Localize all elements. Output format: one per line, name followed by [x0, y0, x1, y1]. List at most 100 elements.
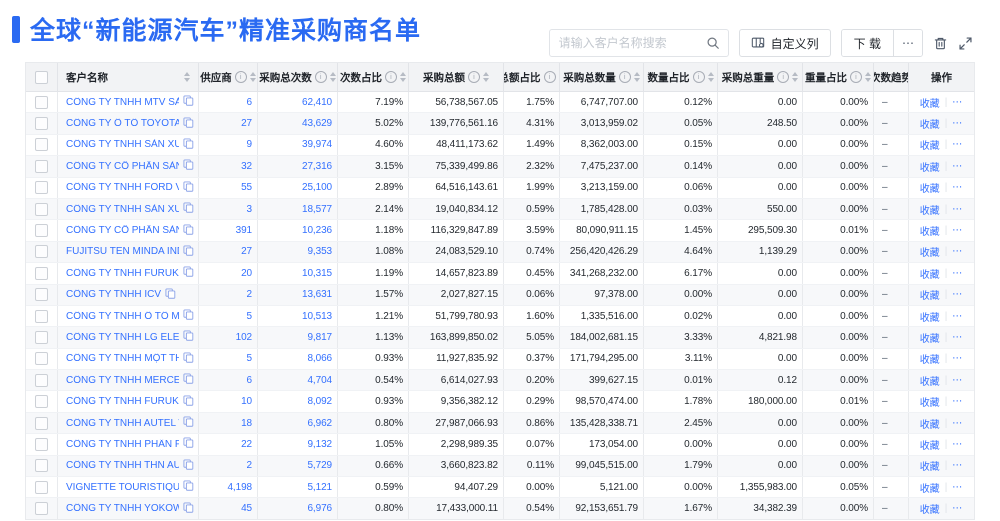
row-more-button[interactable]: ⋯ [952, 310, 964, 322]
sort-icon[interactable] [707, 72, 714, 82]
copy-icon[interactable] [183, 330, 194, 344]
copy-icon[interactable] [183, 437, 194, 451]
row-more-button[interactable]: ⋯ [952, 396, 964, 408]
row-more-button[interactable]: ⋯ [952, 417, 964, 429]
sort-icon[interactable] [400, 72, 406, 82]
copy-icon[interactable] [183, 117, 194, 131]
row-checkbox[interactable] [35, 330, 48, 344]
favorite-button[interactable]: 收藏 [919, 505, 940, 517]
delete-icon[interactable] [933, 36, 948, 51]
row-more-button[interactable]: ⋯ [952, 139, 964, 151]
row-more-button[interactable]: ⋯ [952, 246, 964, 258]
customize-columns-button[interactable]: 自定义列 [738, 29, 831, 57]
row-checkbox[interactable] [35, 224, 48, 238]
row-more-button[interactable]: ⋯ [952, 438, 964, 450]
sort-icon[interactable] [792, 72, 799, 82]
sort-icon[interactable] [558, 72, 559, 82]
row-more-button[interactable]: ⋯ [952, 289, 964, 301]
row-checkbox[interactable] [35, 245, 48, 259]
row-checkbox[interactable] [35, 437, 48, 451]
favorite-button[interactable]: 收藏 [919, 205, 940, 217]
sort-icon[interactable] [633, 72, 640, 82]
row-more-button[interactable]: ⋯ [952, 353, 964, 365]
fullscreen-icon[interactable] [958, 36, 973, 51]
download-button[interactable]: 下 载 [841, 30, 893, 56]
copy-icon[interactable] [183, 138, 194, 152]
favorite-button[interactable]: 收藏 [919, 333, 940, 345]
row-checkbox[interactable] [35, 181, 48, 195]
copy-icon[interactable] [183, 480, 194, 494]
row-checkbox[interactable] [35, 502, 48, 516]
info-icon[interactable]: i [314, 71, 327, 83]
copy-icon[interactable] [183, 95, 194, 109]
customer-name-link[interactable]: CÔNG TY TNHH MTV SẢN XUẤ... [66, 96, 179, 108]
info-icon[interactable]: i [234, 71, 247, 83]
row-checkbox[interactable] [35, 480, 48, 494]
customer-name-link[interactable]: CÔNG TY TNHH ICV [66, 289, 162, 301]
row-more-button[interactable]: ⋯ [952, 503, 964, 515]
info-icon[interactable]: i [692, 71, 705, 83]
row-checkbox[interactable] [35, 373, 48, 387]
customer-name-link[interactable]: FUJITSU TEN MINDA INDIA PVT... [66, 246, 179, 258]
sort-icon[interactable] [184, 72, 190, 82]
favorite-button[interactable]: 收藏 [919, 440, 940, 452]
customer-name-link[interactable]: CÔNG TY TNHH AUTEL VIỆT N... [66, 417, 179, 429]
customer-name-link[interactable]: CÔNG TY CỔ PHẦN SẢN XUẤT... [66, 225, 179, 237]
copy-icon[interactable] [183, 266, 194, 280]
copy-icon[interactable] [183, 459, 194, 473]
copy-icon[interactable] [183, 245, 194, 259]
info-icon[interactable]: i [850, 71, 862, 83]
customer-name-link[interactable]: CÔNG TY Ô TÔ TOYOTA VIỆT ... [66, 118, 179, 130]
customer-name-link[interactable]: CÔNG TY TNHH Ô TÔ MITSUBI... [66, 310, 179, 322]
favorite-button[interactable]: 收藏 [919, 419, 940, 431]
customer-name-link[interactable]: CÔNG TY TNHH FURUKAWA A... [66, 396, 179, 408]
favorite-button[interactable]: 收藏 [919, 98, 940, 110]
favorite-button[interactable]: 收藏 [919, 162, 940, 174]
row-checkbox[interactable] [35, 117, 48, 131]
favorite-button[interactable]: 收藏 [919, 483, 940, 495]
row-checkbox[interactable] [35, 288, 48, 302]
search-icon[interactable] [706, 36, 720, 50]
row-checkbox[interactable] [35, 95, 48, 109]
copy-icon[interactable] [183, 223, 194, 238]
customer-name-link[interactable]: CÔNG TY TNHH FURUKAWA A... [66, 267, 179, 279]
info-icon[interactable]: i [468, 71, 480, 83]
customer-name-link[interactable]: CÔNG TY TNHH THN AUTOPAR... [66, 460, 179, 472]
favorite-button[interactable]: 收藏 [919, 120, 940, 132]
favorite-button[interactable]: 收藏 [919, 376, 940, 388]
copy-icon[interactable] [183, 181, 194, 195]
favorite-button[interactable]: 收藏 [919, 141, 940, 153]
favorite-button[interactable]: 收藏 [919, 462, 940, 474]
row-more-button[interactable]: ⋯ [952, 225, 964, 237]
row-more-button[interactable]: ⋯ [952, 160, 964, 172]
customer-name-link[interactable]: CÔNG TY TNHH PHÂN PHỐI T... [66, 438, 179, 450]
sort-icon[interactable] [329, 72, 336, 82]
row-checkbox[interactable] [35, 352, 48, 366]
row-more-button[interactable]: ⋯ [952, 460, 964, 472]
row-more-button[interactable]: ⋯ [952, 203, 964, 215]
row-checkbox[interactable] [35, 459, 48, 473]
info-icon[interactable]: i [777, 71, 790, 83]
customer-name-link[interactable]: CÔNG TY TNHH SẢN XUẤT VÀ ... [66, 203, 179, 215]
row-checkbox[interactable] [35, 416, 48, 430]
copy-icon[interactable] [183, 395, 194, 409]
favorite-button[interactable]: 收藏 [919, 291, 940, 303]
customer-name-link[interactable]: CÔNG TY TNHH LG ELECTRON... [66, 331, 179, 343]
more-actions-button[interactable]: ⋯ [893, 30, 922, 56]
row-more-button[interactable]: ⋯ [952, 118, 964, 130]
sort-icon[interactable] [865, 72, 871, 82]
row-checkbox[interactable] [35, 395, 48, 409]
row-checkbox[interactable] [35, 266, 48, 280]
row-checkbox[interactable] [35, 138, 48, 152]
info-icon[interactable]: i [618, 71, 631, 83]
copy-icon[interactable] [183, 373, 194, 387]
row-checkbox[interactable] [35, 159, 48, 173]
favorite-button[interactable]: 收藏 [919, 227, 940, 239]
copy-icon[interactable] [183, 202, 194, 216]
customer-name-link[interactable]: VIGNETTE TOURISTIQUE G UNI... [66, 481, 179, 493]
customer-name-link[interactable]: CÔNG TY TNHH YOKOWO VIỆT... [66, 503, 179, 515]
info-icon[interactable]: i [385, 71, 397, 83]
copy-icon[interactable] [165, 288, 176, 302]
search-input[interactable] [549, 36, 706, 50]
customer-name-link[interactable]: CÔNG TY TNHH FORD VIỆT NAM [66, 182, 179, 194]
